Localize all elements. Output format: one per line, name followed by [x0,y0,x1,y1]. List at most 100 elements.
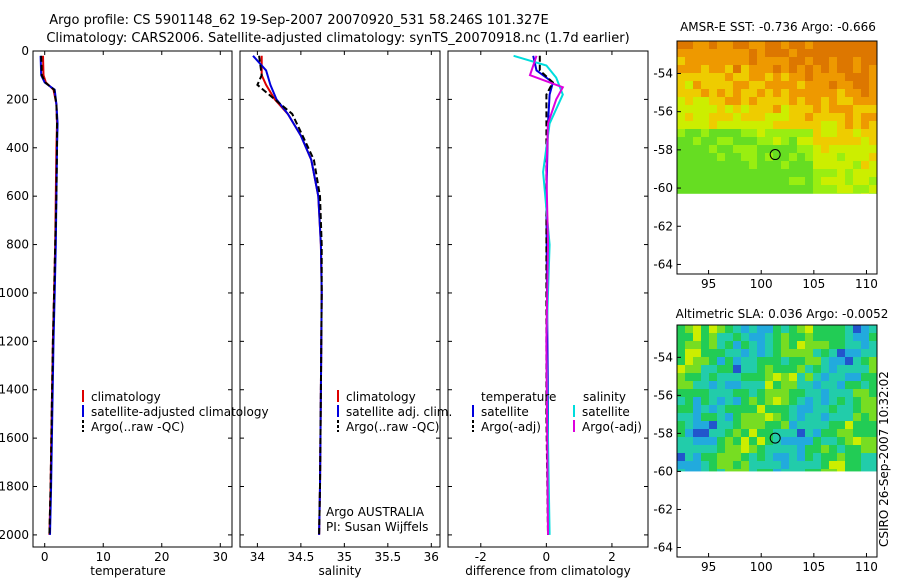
map-y-tick-label: -58 [653,143,673,157]
map-cell [765,145,773,153]
map-cell [781,397,789,405]
map-cell [725,445,733,453]
map-cell [797,325,805,333]
map-cell [813,177,821,185]
map-cell [821,193,829,194]
sst-map-axes-box [676,40,878,275]
map-cell [709,193,717,194]
map-y-tick-label: -60 [653,464,673,478]
map-x-tick-label: 95 [701,560,716,574]
map-cell [781,365,789,373]
map-cell [693,469,701,472]
map-cell [741,381,749,389]
sst-map-ticks: 95 100 105 110 -54 -56 -58 -60 -62 -64 [653,66,878,291]
map-cell [861,161,869,169]
map-cell [829,97,837,105]
map-cell [733,365,741,373]
map-cell [829,381,837,389]
map-cell [741,161,749,169]
map-cell [781,177,789,185]
legend-label-satellite: satellite-adjusted climatology [91,405,269,419]
map-cell [757,49,765,57]
map-cell [797,381,805,389]
map-cell [717,325,725,333]
map-cell [781,161,789,169]
map-cell [805,469,813,472]
map-cell [853,105,861,113]
map-cell [789,341,797,349]
map-cell [685,437,693,445]
map-cell [725,169,733,177]
y-tick-label: 2000 [0,528,29,542]
map-cell [733,73,741,81]
map-cell [773,349,781,357]
map-cell [805,113,813,121]
x-tick-label: 35.5 [374,550,401,564]
map-cell [709,113,717,121]
x-tick-label: 20 [154,550,169,564]
map-cell [725,73,733,81]
map-cell [717,73,725,81]
map-cell [757,57,765,65]
map-cell [709,413,717,421]
map-cell [765,469,773,472]
map-cell [741,129,749,137]
map-cell [749,389,757,397]
map-cell [781,137,789,145]
map-cell [717,57,725,65]
map-cell [853,73,861,81]
map-cell [765,461,773,469]
map-cell [741,341,749,349]
map-cell [829,397,837,405]
map-cell [765,49,773,57]
map-cell [861,461,869,469]
map-y-tick-label: -64 [653,540,673,554]
map-cell [701,437,709,445]
map-cell [693,121,701,129]
map-cell [837,437,845,445]
map-cell [749,41,757,49]
map-cell [765,429,773,437]
map-cell [717,97,725,105]
salinity-ticks: 34 34.5 35 35.5 36 [240,50,440,564]
map-cell [741,357,749,365]
map-cell [709,145,717,153]
map-cell [805,373,813,381]
map-cell [749,185,757,193]
map-cell [757,113,765,121]
map-cell [789,177,797,185]
map-cell [765,365,773,373]
map-cell [837,461,845,469]
series-line-satellite-adj-clim- [252,55,323,535]
map-cell [829,137,837,145]
csiro-timestamp: CSIRO 26-Sep-2007 10:32:02 [877,371,891,547]
map-cell [813,73,821,81]
map-cell [685,341,693,349]
map-cell [805,389,813,397]
map-cell [829,453,837,461]
map-cell [861,41,869,49]
map-cell [701,137,709,145]
map-cell [853,121,861,129]
map-cell [853,365,861,373]
map-cell [797,349,805,357]
map-cell [813,341,821,349]
map-cell [749,81,757,89]
map-cell [725,365,733,373]
map-cell [781,113,789,121]
map-cell [765,341,773,349]
map-cell [677,461,685,469]
map-cell [837,57,845,65]
map-cell [813,453,821,461]
map-cell [821,349,829,357]
map-cell [725,357,733,365]
map-cell [693,161,701,169]
map-cell [741,81,749,89]
map-cell [797,429,805,437]
map-cell [733,49,741,57]
map-cell [741,41,749,49]
map-cell [789,161,797,169]
x-tick-label: 30 [213,550,228,564]
map-cell [845,193,853,194]
map-cell [845,177,853,185]
